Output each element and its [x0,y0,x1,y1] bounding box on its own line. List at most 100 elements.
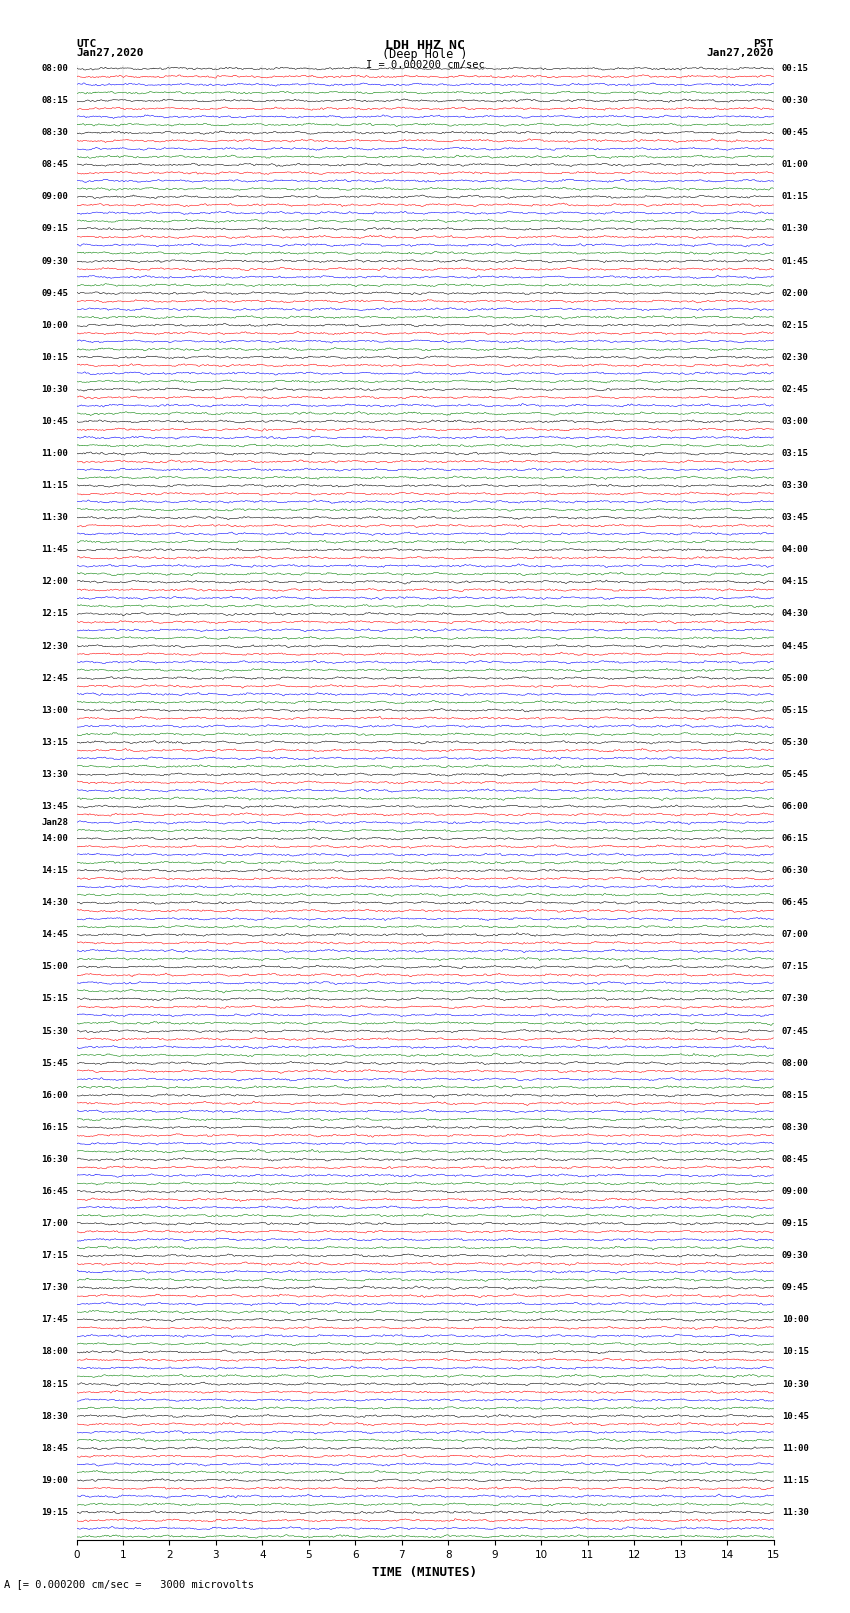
Text: 01:30: 01:30 [782,224,808,234]
Text: 19:00: 19:00 [42,1476,68,1484]
Text: 10:30: 10:30 [782,1379,808,1389]
Text: 15:00: 15:00 [42,963,68,971]
Text: 16:00: 16:00 [42,1090,68,1100]
Text: 05:45: 05:45 [782,769,808,779]
Text: 15:30: 15:30 [42,1026,68,1036]
Text: 09:00: 09:00 [782,1187,808,1195]
Text: 06:45: 06:45 [782,898,808,907]
Text: 08:30: 08:30 [782,1123,808,1132]
Text: 15:15: 15:15 [42,995,68,1003]
Text: 03:30: 03:30 [782,481,808,490]
Text: 07:45: 07:45 [782,1026,808,1036]
Text: 12:30: 12:30 [42,642,68,650]
Text: 05:00: 05:00 [782,674,808,682]
Text: 10:45: 10:45 [782,1411,808,1421]
Text: I = 0.000200 cm/sec: I = 0.000200 cm/sec [366,60,484,69]
Text: 19:15: 19:15 [42,1508,68,1516]
Text: 10:00: 10:00 [42,321,68,329]
Text: PST: PST [753,39,774,48]
Text: 10:15: 10:15 [782,1347,808,1357]
Text: 09:15: 09:15 [42,224,68,234]
Text: 08:45: 08:45 [782,1155,808,1165]
Text: 03:00: 03:00 [782,418,808,426]
Text: 03:45: 03:45 [782,513,808,523]
Text: 14:15: 14:15 [42,866,68,876]
Text: 15:45: 15:45 [42,1058,68,1068]
Text: Jan28: Jan28 [42,818,68,827]
Text: 13:45: 13:45 [42,802,68,811]
Text: 08:00: 08:00 [782,1058,808,1068]
Text: 01:00: 01:00 [782,160,808,169]
Text: 06:15: 06:15 [782,834,808,844]
Text: 10:30: 10:30 [42,386,68,394]
Text: 14:00: 14:00 [42,834,68,844]
Text: 18:15: 18:15 [42,1379,68,1389]
Text: 10:15: 10:15 [42,353,68,361]
Text: 03:15: 03:15 [782,448,808,458]
Text: 08:45: 08:45 [42,160,68,169]
Text: 09:15: 09:15 [782,1219,808,1227]
Text: 06:30: 06:30 [782,866,808,876]
Text: Jan27,2020: Jan27,2020 [706,48,774,58]
Text: 16:30: 16:30 [42,1155,68,1165]
Text: 09:45: 09:45 [782,1284,808,1292]
Text: 01:15: 01:15 [782,192,808,202]
Text: 09:30: 09:30 [782,1252,808,1260]
Text: Jan27,2020: Jan27,2020 [76,48,144,58]
Text: 04:30: 04:30 [782,610,808,618]
Text: 04:15: 04:15 [782,577,808,587]
Text: 18:30: 18:30 [42,1411,68,1421]
Text: 17:15: 17:15 [42,1252,68,1260]
Text: 13:00: 13:00 [42,706,68,715]
Text: 08:15: 08:15 [42,97,68,105]
Text: 17:30: 17:30 [42,1284,68,1292]
Text: 09:45: 09:45 [42,289,68,298]
X-axis label: TIME (MINUTES): TIME (MINUTES) [372,1566,478,1579]
Text: 14:30: 14:30 [42,898,68,907]
Text: 12:45: 12:45 [42,674,68,682]
Text: 07:30: 07:30 [782,995,808,1003]
Text: 11:30: 11:30 [42,513,68,523]
Text: 14:45: 14:45 [42,931,68,939]
Text: 04:45: 04:45 [782,642,808,650]
Text: 02:15: 02:15 [782,321,808,329]
Text: 17:00: 17:00 [42,1219,68,1227]
Text: A [= 0.000200 cm/sec =   3000 microvolts: A [= 0.000200 cm/sec = 3000 microvolts [4,1579,254,1589]
Text: 11:30: 11:30 [782,1508,808,1516]
Text: 18:45: 18:45 [42,1444,68,1453]
Text: 10:45: 10:45 [42,418,68,426]
Text: (Deep Hole ): (Deep Hole ) [382,48,468,61]
Text: LDH HHZ NC: LDH HHZ NC [385,39,465,52]
Text: 06:00: 06:00 [782,802,808,811]
Text: 10:00: 10:00 [782,1315,808,1324]
Text: 13:15: 13:15 [42,737,68,747]
Text: 18:00: 18:00 [42,1347,68,1357]
Text: 04:00: 04:00 [782,545,808,555]
Text: 16:45: 16:45 [42,1187,68,1195]
Text: 00:15: 00:15 [782,65,808,73]
Text: 08:00: 08:00 [42,65,68,73]
Text: 11:45: 11:45 [42,545,68,555]
Text: 09:00: 09:00 [42,192,68,202]
Text: 17:45: 17:45 [42,1315,68,1324]
Text: 12:15: 12:15 [42,610,68,618]
Text: 01:45: 01:45 [782,256,808,266]
Text: 02:00: 02:00 [782,289,808,298]
Text: 02:45: 02:45 [782,386,808,394]
Text: UTC: UTC [76,39,97,48]
Text: 07:00: 07:00 [782,931,808,939]
Text: 08:30: 08:30 [42,127,68,137]
Text: 00:30: 00:30 [782,97,808,105]
Text: 16:15: 16:15 [42,1123,68,1132]
Text: 11:15: 11:15 [42,481,68,490]
Text: 11:15: 11:15 [782,1476,808,1484]
Text: 13:30: 13:30 [42,769,68,779]
Text: 00:45: 00:45 [782,127,808,137]
Text: 05:30: 05:30 [782,737,808,747]
Text: 11:00: 11:00 [782,1444,808,1453]
Text: 08:15: 08:15 [782,1090,808,1100]
Text: 02:30: 02:30 [782,353,808,361]
Text: 07:15: 07:15 [782,963,808,971]
Text: 12:00: 12:00 [42,577,68,587]
Text: 05:15: 05:15 [782,706,808,715]
